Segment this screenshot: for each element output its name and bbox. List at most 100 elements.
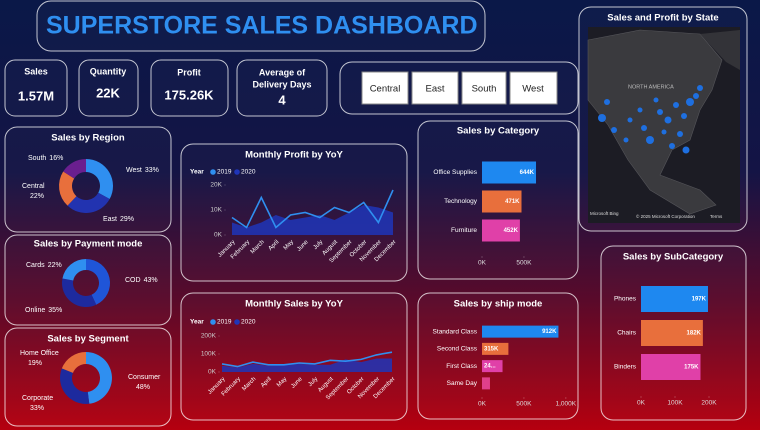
category-label: Standard Class [433, 328, 478, 335]
bar [482, 342, 509, 355]
value-label: 24... [484, 364, 496, 370]
map-brand: Microsoft Bing [590, 211, 619, 216]
chart-title: Monthly Sales by YoY [245, 299, 344, 310]
value-label: 644K [520, 170, 535, 176]
dashboard-title: SUPERSTORE SALES DASHBOARD [46, 12, 478, 40]
category-label: Phones [614, 296, 637, 303]
legend-marker [210, 319, 216, 325]
value-label: 48% [136, 384, 150, 391]
chart-panel [180, 143, 408, 282]
slicer-button[interactable]: South [461, 71, 507, 105]
chart-panel [4, 234, 172, 326]
category-label: Furniture [451, 227, 477, 234]
category-label: Consumer [128, 374, 161, 381]
donut-segment [61, 352, 86, 373]
donut-label: West 33% [126, 167, 159, 174]
slicer-button[interactable]: West [509, 71, 558, 105]
y-tick-label: 10K [210, 207, 222, 214]
kpi-value: 4 [278, 92, 286, 107]
chart-title: Sales by Region [51, 133, 125, 144]
kpi-card [4, 59, 68, 117]
button-bg [411, 71, 459, 105]
category-label: West [126, 167, 142, 174]
map-land [700, 30, 740, 70]
category-label: Central [22, 183, 45, 190]
donut-label: Central 22% [22, 183, 45, 200]
chart-panel [4, 327, 172, 427]
button-bg [361, 71, 409, 105]
area [232, 205, 393, 235]
slicer-button[interactable]: East [411, 71, 459, 105]
category-label: Chairs [617, 330, 637, 337]
kpi-card [78, 59, 139, 117]
donut-label: Consumer 48% [128, 374, 161, 391]
map-panel [578, 6, 748, 232]
value-label: 16% [49, 155, 63, 162]
value-label: 43% [144, 277, 158, 284]
x-tick-label: 1,000K [556, 401, 577, 408]
category-label: Same Day [447, 380, 478, 387]
chart-panel [4, 126, 172, 233]
category-label: COD [125, 277, 141, 284]
legend-label: 2019 [217, 319, 232, 326]
chart-panel [180, 292, 408, 421]
bar [482, 377, 490, 390]
chart-title: Sales by Category [457, 126, 540, 137]
kpi-card [236, 59, 328, 117]
chart-title: Sales by Segment [47, 334, 129, 345]
kpi-card [150, 59, 229, 117]
x-tick-label: July [307, 376, 319, 388]
value-label: 175K [684, 365, 699, 371]
slicer-label: Central [370, 84, 401, 95]
legend-title: Year [190, 169, 204, 176]
value-label: 315K [484, 346, 499, 352]
bar [641, 354, 701, 380]
donut-label: East 29% [103, 216, 134, 223]
panel-title: Sales and Profit by State [607, 13, 718, 24]
y-tick-label: 20K [210, 182, 222, 189]
map-credits: © 2025 Microsoft Corporation [636, 213, 695, 219]
slicer-button[interactable]: Central [361, 71, 409, 105]
bar [641, 286, 708, 312]
map-bubbles [598, 85, 703, 154]
donut-segment [86, 352, 112, 404]
legend-marker [234, 319, 240, 325]
button-bg [509, 71, 558, 105]
x-tick-label: July [313, 239, 325, 251]
bar [482, 360, 503, 373]
value-label: 29% [120, 216, 134, 223]
kpi-label: Delivery Days [252, 79, 311, 89]
x-tick-label: 0K [478, 401, 487, 408]
value-label: 19% [28, 360, 42, 367]
bar [482, 161, 537, 184]
donut-label: Online 35% [25, 307, 62, 314]
legend-label: 2020 [241, 169, 256, 176]
x-tick-label: 100K [667, 400, 683, 407]
map-terms: Terms [710, 214, 723, 219]
value-label: 471K [505, 199, 520, 205]
bar [482, 325, 559, 338]
donut-segment [62, 278, 97, 308]
bar [482, 219, 520, 242]
donut-segment [62, 259, 86, 281]
donut-segment [67, 192, 110, 213]
y-tick-label: 100K [201, 351, 217, 358]
value-label: 182K [687, 331, 702, 337]
donut-segment [63, 159, 86, 179]
x-tick-label: 500K [516, 401, 532, 408]
category-label: Second Class [437, 346, 478, 353]
legend-marker [210, 169, 216, 175]
y-tick-label: 200K [201, 333, 217, 340]
button-bg [461, 71, 507, 105]
category-label: Cards [26, 262, 45, 269]
chart-title: Sales by SubCategory [623, 252, 724, 263]
value-label: 35% [48, 307, 62, 314]
category-label: East [103, 216, 117, 223]
legend-label: 2020 [241, 319, 256, 326]
value-label: 452K [504, 228, 519, 234]
chart-panel [417, 292, 579, 420]
slicer-box [339, 61, 579, 115]
y-tick-label: 0K [214, 232, 223, 239]
